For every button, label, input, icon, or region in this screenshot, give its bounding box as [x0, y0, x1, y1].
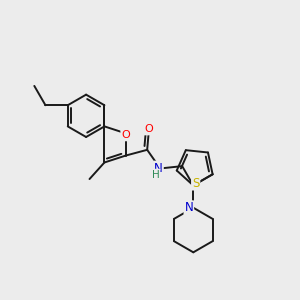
- Text: H: H: [152, 169, 160, 180]
- Text: N: N: [184, 201, 193, 214]
- Text: O: O: [121, 130, 130, 140]
- Text: S: S: [192, 177, 200, 190]
- Text: O: O: [144, 124, 153, 134]
- Text: N: N: [154, 162, 163, 175]
